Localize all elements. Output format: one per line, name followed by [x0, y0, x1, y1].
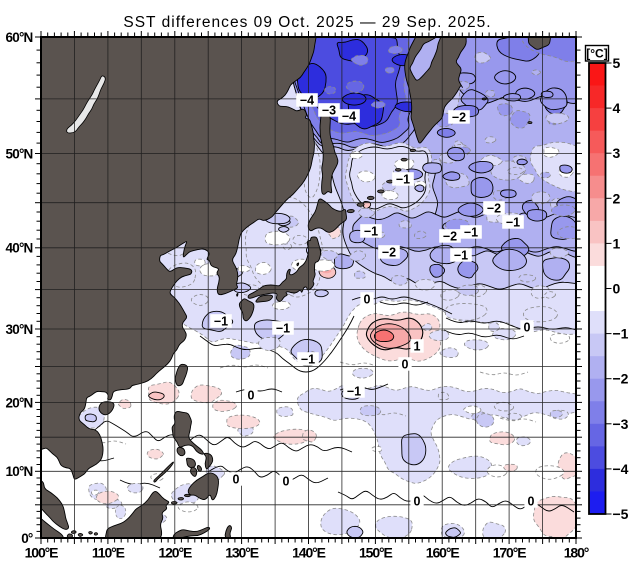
- svg-text:−1: −1: [506, 216, 520, 230]
- svg-text:1: 1: [414, 340, 421, 354]
- svg-text:0: 0: [233, 473, 240, 487]
- svg-text:170°E: 170°E: [493, 545, 527, 561]
- svg-text:4: 4: [613, 100, 621, 116]
- svg-text:10°N: 10°N: [6, 464, 33, 479]
- svg-text:−1: −1: [396, 173, 410, 187]
- svg-text:2: 2: [613, 190, 621, 206]
- svg-text:−1: −1: [364, 225, 378, 239]
- svg-text:−4: −4: [342, 110, 356, 124]
- svg-text:60°N: 60°N: [6, 30, 33, 45]
- svg-text:0: 0: [283, 475, 290, 489]
- svg-text:40°N: 40°N: [6, 241, 33, 256]
- svg-text:0: 0: [613, 281, 621, 297]
- svg-text:160°E: 160°E: [426, 545, 460, 561]
- svg-text:150°E: 150°E: [359, 545, 393, 561]
- svg-text:−4: −4: [300, 94, 314, 108]
- svg-text:3: 3: [613, 145, 621, 161]
- svg-text:180°: 180°: [564, 545, 589, 561]
- svg-text:−3: −3: [613, 416, 629, 432]
- svg-text:20°N: 20°N: [6, 395, 33, 410]
- svg-text:−1: −1: [613, 326, 629, 342]
- svg-text:−4: −4: [613, 461, 629, 477]
- svg-text:−1: −1: [454, 249, 468, 263]
- svg-text:0: 0: [414, 495, 421, 509]
- svg-text:[°C]: [°C]: [586, 47, 607, 61]
- svg-text:120°E: 120°E: [158, 545, 192, 561]
- svg-text:0: 0: [248, 389, 255, 403]
- svg-text:−1: −1: [347, 385, 361, 399]
- svg-text:100°E: 100°E: [25, 545, 59, 561]
- svg-text:−2: −2: [487, 202, 501, 216]
- svg-text:−1: −1: [276, 322, 290, 336]
- svg-text:−2: −2: [382, 246, 396, 260]
- svg-text:−2: −2: [613, 371, 629, 387]
- svg-text:1: 1: [613, 235, 621, 251]
- svg-text:0: 0: [402, 358, 409, 372]
- svg-text:−1: −1: [214, 315, 228, 329]
- svg-text:0: 0: [528, 495, 535, 509]
- svg-text:SST differences 09 Oct. 2025 —: SST differences 09 Oct. 2025 — 29 Sep. 2…: [123, 14, 491, 31]
- svg-text:110°E: 110°E: [92, 545, 125, 561]
- svg-text:140°E: 140°E: [292, 545, 326, 561]
- svg-text:50°N: 50°N: [6, 146, 33, 161]
- svg-text:−2: −2: [452, 111, 466, 125]
- svg-text:130°E: 130°E: [225, 545, 259, 561]
- svg-text:0: 0: [524, 321, 531, 335]
- svg-text:5: 5: [613, 55, 621, 71]
- svg-text:0: 0: [364, 293, 371, 307]
- svg-text:−1: −1: [464, 226, 478, 240]
- svg-text:−5: −5: [613, 506, 629, 522]
- svg-text:0°: 0°: [21, 531, 33, 546]
- svg-text:−1: −1: [301, 353, 315, 367]
- svg-text:−3: −3: [322, 104, 336, 118]
- svg-text:30°N: 30°N: [6, 322, 33, 337]
- svg-text:−2: −2: [443, 230, 457, 244]
